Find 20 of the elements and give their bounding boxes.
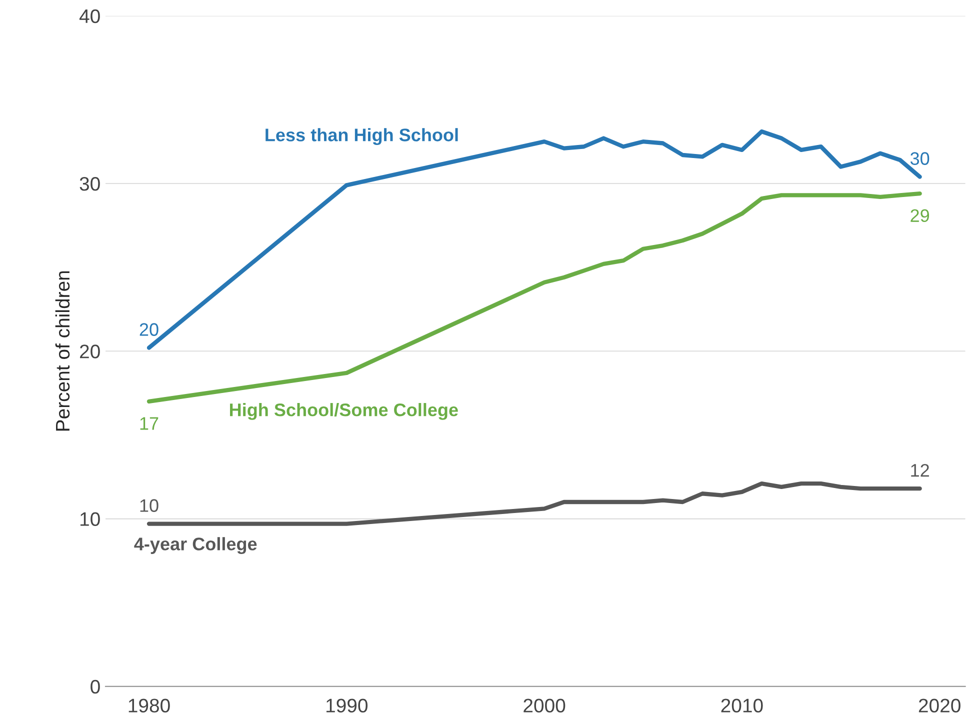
- y-tick-label: 10: [80, 512, 100, 526]
- series-label: High School/Some College: [230, 403, 458, 420]
- series-label: 4-year College: [134, 537, 257, 554]
- y-tick-label: 30: [80, 176, 100, 191]
- x-tick-label: 2000: [524, 698, 566, 712]
- data-label: 17: [140, 417, 158, 430]
- y-tick-label: 40: [79, 9, 100, 24]
- data-label: 30: [910, 152, 930, 165]
- data-label: 29: [910, 209, 930, 222]
- y-tick-label: 20: [80, 344, 100, 358]
- x-tick-label: 1980: [128, 698, 170, 712]
- y-tick-label: 0: [90, 680, 100, 694]
- data-label: 10: [140, 499, 158, 512]
- series-label: Less than High School: [266, 128, 458, 146]
- data-label: 12: [911, 464, 929, 477]
- data-label: 20: [140, 323, 158, 336]
- x-tick-label: 1990: [326, 698, 368, 712]
- x-tick-label: 2010: [721, 698, 763, 712]
- y-axis-title: Percent of children: [55, 271, 70, 431]
- x-tick-label: 2020: [918, 698, 960, 712]
